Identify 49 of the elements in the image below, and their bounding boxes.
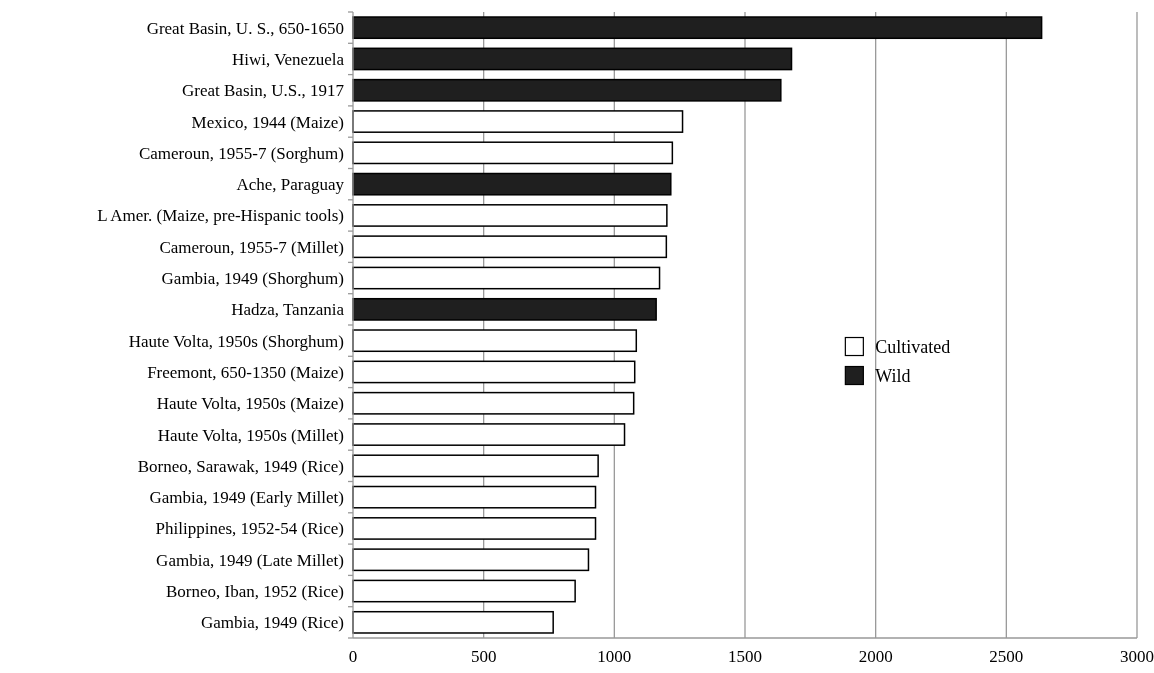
y-tick-label: Gambia, 1949 (Late Millet) bbox=[156, 550, 344, 570]
y-tick-label: L Amer. (Maize, pre-Hispanic tools) bbox=[97, 206, 344, 226]
bar bbox=[352, 110, 684, 133]
x-tick-label: 2500 bbox=[989, 647, 1024, 666]
bar bbox=[352, 266, 661, 290]
y-tick-label: Borneo, Sarawak, 1949 (Rice) bbox=[137, 456, 344, 476]
x-tick-label: 500 bbox=[470, 647, 497, 666]
y-tick-label: Cameroun, 1955-7 (Millet) bbox=[159, 237, 344, 257]
y-tick-label: Gambia, 1949 (Shorghum) bbox=[161, 269, 344, 288]
y-tick-label: Haute Volta, 1950s (Millet) bbox=[157, 425, 344, 445]
bar bbox=[352, 297, 657, 321]
y-tick-label: Cameroun, 1955-7 (Sorghum) bbox=[138, 143, 344, 163]
bar bbox=[352, 204, 668, 227]
x-tick-label: 2000 bbox=[858, 647, 893, 666]
legend-label: Wild bbox=[875, 365, 911, 386]
legend-label: Cultivated bbox=[875, 336, 951, 357]
bar bbox=[352, 172, 672, 196]
bar bbox=[352, 579, 576, 603]
bar bbox=[352, 548, 590, 572]
y-tick-label: Mexico, 1944 (Maize) bbox=[191, 112, 344, 132]
bar bbox=[352, 47, 793, 71]
bar bbox=[352, 610, 554, 634]
y-tick-label: Haute Volta, 1950s (Shorghum) bbox=[128, 331, 344, 351]
bar bbox=[352, 16, 1043, 40]
y-tick-label: Haute Volta, 1950s (Maize) bbox=[156, 394, 344, 414]
bar bbox=[352, 329, 638, 353]
bar bbox=[352, 423, 626, 446]
y-tick-label: Gambia, 1949 (Early Millet) bbox=[149, 488, 344, 508]
x-tick-label: 0 bbox=[348, 647, 358, 666]
bar bbox=[352, 454, 599, 478]
x-tick-label: 1500 bbox=[728, 647, 762, 666]
y-tick-label: Gambia, 1949 (Rice) bbox=[200, 613, 344, 633]
bar bbox=[352, 360, 636, 384]
bar bbox=[352, 78, 782, 102]
y-tick-label: Hadza, Tanzania bbox=[231, 300, 345, 320]
bar bbox=[352, 517, 597, 540]
bar bbox=[352, 235, 668, 259]
y-tick-label: Great Basin, U.S., 1917 bbox=[182, 81, 345, 101]
y-tick-label: Great Basin, U. S., 650-1650 bbox=[146, 18, 344, 38]
y-tick-label: Philippines, 1952-54 (Rice) bbox=[155, 519, 344, 539]
y-tick-label: Ache, Paraguay bbox=[236, 175, 345, 195]
bar bbox=[352, 485, 597, 509]
bar bbox=[352, 391, 635, 415]
x-tick-label: 3000 bbox=[1120, 647, 1154, 666]
y-tick-label: Freemont, 650-1350 (Maize) bbox=[147, 362, 344, 382]
y-tick-label: Borneo, Iban, 1952 (Rice) bbox=[166, 582, 344, 601]
x-tick-label: 1000 bbox=[597, 647, 632, 666]
bar bbox=[352, 141, 674, 165]
y-tick-label: Hiwi, Venezuela bbox=[231, 49, 345, 69]
